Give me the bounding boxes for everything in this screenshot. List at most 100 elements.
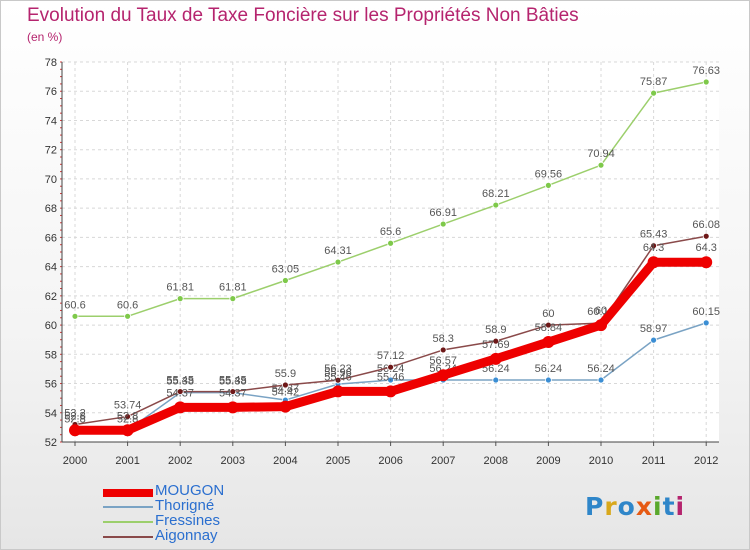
data-label-mougon: 56.57 bbox=[429, 355, 457, 367]
data-point-mougon bbox=[437, 369, 450, 382]
data-point-aigonnay bbox=[545, 321, 552, 329]
series-mougon: 52.8 52.8 54.37 54.37 54.42 55.46 55.46 56.57 57… bbox=[64, 242, 717, 437]
data-point-mougon bbox=[226, 401, 239, 414]
data-label-aigonnay: 60 bbox=[542, 308, 554, 320]
x-tick-label: 2010 bbox=[589, 455, 613, 467]
legend-label-fressines: Fressines bbox=[155, 512, 221, 529]
data-label-fressines: 60.6 bbox=[117, 299, 138, 311]
data-point-mougon bbox=[332, 385, 344, 398]
data-label-thorigne: 55.96 bbox=[324, 367, 352, 379]
data-point-mougon bbox=[595, 319, 607, 332]
chart-title: Evolution du Taux de Taxe Foncière sur l… bbox=[27, 5, 579, 26]
y-tick-label: 56 bbox=[45, 379, 57, 391]
data-point-aigonnay bbox=[229, 388, 237, 395]
logo-letter: x bbox=[635, 492, 653, 521]
data-point-fressines bbox=[597, 161, 605, 169]
data-label-fressines: 66.91 bbox=[429, 207, 457, 219]
data-point-mougon bbox=[700, 256, 713, 269]
data-label-aigonnay: 58.3 bbox=[432, 333, 453, 345]
data-point-fressines bbox=[124, 312, 131, 320]
data-point-thorigne bbox=[650, 336, 657, 344]
data-point-aigonnay bbox=[650, 242, 657, 250]
data-label-aigonnay: 55.45 bbox=[219, 375, 247, 387]
legend-label-thorigne: Thorigné bbox=[155, 497, 215, 514]
data-point-aigonnay bbox=[492, 337, 500, 345]
data-point-fressines bbox=[702, 78, 710, 86]
x-tick-label: 2005 bbox=[326, 455, 350, 467]
x-tick-label: 2001 bbox=[115, 455, 139, 467]
data-label-aigonnay: 53.74 bbox=[114, 400, 142, 412]
data-label-fressines: 60.6 bbox=[64, 299, 85, 311]
data-label-fressines: 65.6 bbox=[380, 226, 401, 238]
data-point-fressines bbox=[387, 239, 395, 247]
data-point-fressines bbox=[492, 201, 500, 209]
data-point-thorigne bbox=[387, 376, 395, 384]
data-label-mougon: 54.42 bbox=[272, 387, 300, 399]
data-point-mougon bbox=[69, 424, 81, 437]
data-point-thorigne bbox=[597, 376, 605, 384]
y-tick-label: 74 bbox=[45, 115, 57, 127]
data-label-aigonnay: 55.9 bbox=[275, 368, 296, 380]
data-label-fressines: 75.87 bbox=[640, 76, 668, 88]
y-tick-label: 64 bbox=[45, 262, 57, 274]
data-point-aigonnay bbox=[439, 346, 447, 354]
x-tick-label: 2011 bbox=[642, 455, 666, 467]
data-label-fressines: 70.94 bbox=[587, 148, 615, 160]
data-point-fressines bbox=[334, 258, 342, 266]
legend-swatch-aigonnay bbox=[103, 536, 153, 538]
y-tick-label: 54 bbox=[45, 408, 57, 420]
y-tick-label: 68 bbox=[45, 203, 57, 215]
logo-letter: r bbox=[604, 492, 618, 521]
data-point-fressines bbox=[439, 220, 447, 228]
data-label-mougon: 60 bbox=[595, 305, 607, 317]
x-tick-label: 2002 bbox=[168, 455, 192, 467]
y-unit-label: (en %) bbox=[27, 30, 63, 44]
data-label-fressines: 69.56 bbox=[535, 168, 563, 180]
data-point-fressines bbox=[229, 295, 237, 303]
proxiti-logo: Proxiti bbox=[585, 492, 685, 521]
data-label-thorigne: 60.15 bbox=[692, 306, 720, 318]
x-tick-label: 2007 bbox=[431, 455, 455, 467]
y-tick-label: 72 bbox=[45, 145, 57, 157]
logo-letter: i bbox=[653, 492, 663, 521]
x-tick-label: 2008 bbox=[484, 455, 508, 467]
data-label-thorigne: 55.38 bbox=[219, 376, 247, 388]
data-point-aigonnay bbox=[281, 381, 289, 389]
data-point-thorigne bbox=[492, 376, 500, 384]
data-label-mougon: 58.84 bbox=[535, 322, 563, 334]
x-tick-label: 2003 bbox=[221, 455, 245, 467]
y-tick-label: 78 bbox=[45, 57, 57, 69]
data-label-thorigne: 58.97 bbox=[640, 323, 668, 335]
data-point-mougon bbox=[542, 336, 555, 349]
data-label-aigonnay: 55.45 bbox=[166, 375, 194, 387]
data-point-mougon bbox=[489, 352, 502, 365]
data-label-thorigne: 55.38 bbox=[166, 376, 194, 388]
data-label-mougon: 52.8 bbox=[64, 410, 85, 422]
data-point-aigonnay bbox=[387, 363, 395, 371]
data-point-fressines bbox=[545, 181, 552, 189]
x-tick-label: 2006 bbox=[378, 455, 402, 467]
logo-letter: P bbox=[585, 492, 605, 521]
data-label-aigonnay: 66.08 bbox=[692, 219, 720, 231]
data-label-thorigne: 56.24 bbox=[535, 363, 563, 375]
x-tick-label: 2012 bbox=[694, 455, 718, 467]
x-tick-label: 2004 bbox=[273, 455, 297, 467]
data-label-aigonnay: 53.2 bbox=[64, 407, 85, 419]
data-label-aigonnay: 57.12 bbox=[377, 350, 405, 362]
legend-swatch-thorigne bbox=[103, 506, 153, 508]
data-label-aigonnay: 58.9 bbox=[485, 324, 506, 336]
legend-swatch-fressines bbox=[103, 521, 153, 523]
data-point-aigonnay bbox=[702, 232, 710, 240]
data-point-aigonnay bbox=[334, 376, 342, 384]
y-tick-label: 66 bbox=[45, 232, 57, 244]
data-point-fressines bbox=[650, 89, 657, 97]
legend-label-aigonnay: Aigonnay bbox=[155, 527, 218, 544]
series-fressines: 60.6 60.6 61.81 61.81 63.05 64.31 65.6 66.91 68.… bbox=[64, 65, 720, 320]
data-point-mougon bbox=[174, 401, 187, 414]
logo-letter: o bbox=[617, 492, 636, 521]
data-point-mougon bbox=[647, 256, 660, 269]
data-label-mougon: 54.37 bbox=[166, 387, 194, 399]
data-label-fressines: 61.81 bbox=[166, 282, 194, 294]
